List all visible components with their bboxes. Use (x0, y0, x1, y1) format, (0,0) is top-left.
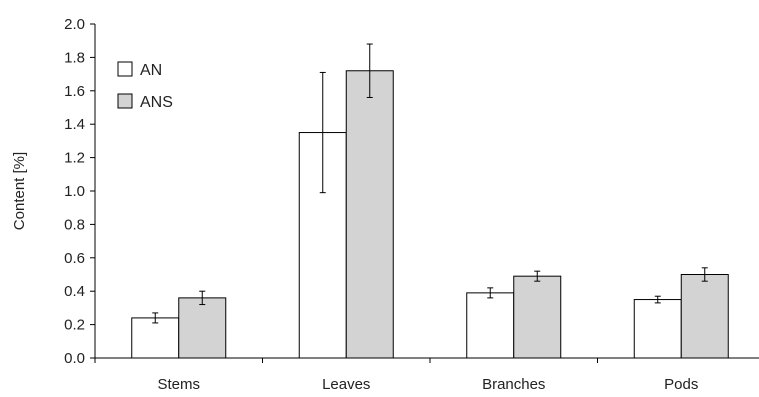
y-tick-label: 1.8 (64, 49, 85, 66)
legend-label-an: AN (140, 62, 162, 79)
y-tick-label: 1.6 (64, 83, 85, 100)
bar-ans-stems (178, 297, 227, 359)
plot-area: 0.0 0.2 0.4 0.6 0.8 1.0 1.2 1.4 1.6 1.8 2.0 Stems Le… (64, 16, 759, 393)
bar-ans-pods (680, 274, 729, 359)
legend: AN ANS (117, 61, 173, 111)
legend-swatch-ans (117, 93, 133, 109)
bar-an-branches (466, 292, 515, 359)
bar-an-pods (633, 299, 682, 359)
x-tick-label: Pods (664, 376, 698, 393)
x-tick-label: Stems (157, 376, 200, 393)
y-axis-title: Content [%] (11, 152, 28, 230)
y-tick-label: 0.0 (64, 350, 85, 367)
y-tick-label: 0.8 (64, 216, 85, 233)
y-tick-label: 0.2 (64, 317, 85, 334)
y-tick-label: 1.2 (64, 150, 85, 167)
legend-label-ans: ANS (140, 94, 173, 111)
y-tick-label: 1.4 (64, 116, 85, 133)
y-tick-label: 0.6 (64, 250, 85, 267)
x-tick-label: Leaves (322, 376, 370, 393)
x-tick-label: Branches (482, 376, 545, 393)
y-tick-label: 1.0 (64, 183, 85, 200)
bar-ans-branches (513, 275, 562, 359)
bar-ans-leaves (345, 70, 394, 359)
bar-an-stems (131, 317, 180, 359)
y-tick-label: 2.0 (64, 16, 85, 33)
legend-swatch-an (117, 61, 133, 77)
y-tick-label: 0.4 (64, 283, 85, 300)
